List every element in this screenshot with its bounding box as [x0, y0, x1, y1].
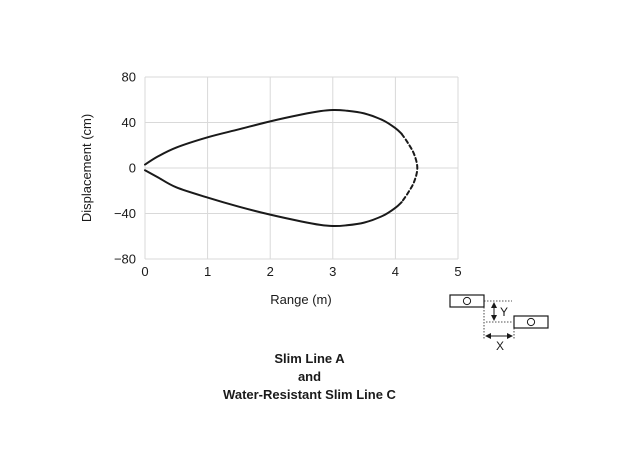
- y-tick-label: 0: [129, 161, 136, 176]
- caption-line-1: Slim Line A: [274, 351, 345, 366]
- series-line-2: [144, 169, 403, 228]
- chart-grid: [144, 76, 459, 260]
- x-tick-label: 1: [204, 264, 211, 279]
- y-tick-label: 40: [122, 115, 136, 130]
- x-tick-label: 2: [267, 264, 274, 279]
- y-tick-label: 80: [122, 70, 136, 85]
- caption-line-2: and: [297, 369, 322, 384]
- tick-labels: 0 1 2 3 4 5 80 40 0 −40 −80: [114, 70, 462, 280]
- x-tick-label: 3: [329, 264, 336, 279]
- x-axis-label: Range (m): [270, 292, 331, 307]
- detection-curves: [144, 108, 419, 228]
- y-tick-label: −80: [114, 252, 136, 267]
- y-offset-label: Y: [500, 305, 508, 319]
- sensor-lens-receiver: [526, 317, 536, 327]
- x-tick-label: 5: [454, 264, 461, 279]
- x-offset-label: X: [496, 339, 504, 353]
- sensor-lens-emitter: [462, 296, 472, 306]
- sensor-offset-diagram: Y X: [449, 294, 549, 353]
- y-axis-label: Displacement (cm): [79, 114, 94, 222]
- caption-line-3: Water-Resistant Slim Line C: [223, 387, 396, 402]
- series-line-1: [400, 132, 419, 204]
- series-line-0: [144, 108, 403, 166]
- x-tick-label: 0: [141, 264, 148, 279]
- chart-caption: Slim Line A and Water-Resistant Slim Lin…: [0, 350, 619, 404]
- y-tick-label: −40: [114, 206, 136, 221]
- x-tick-label: 4: [392, 264, 399, 279]
